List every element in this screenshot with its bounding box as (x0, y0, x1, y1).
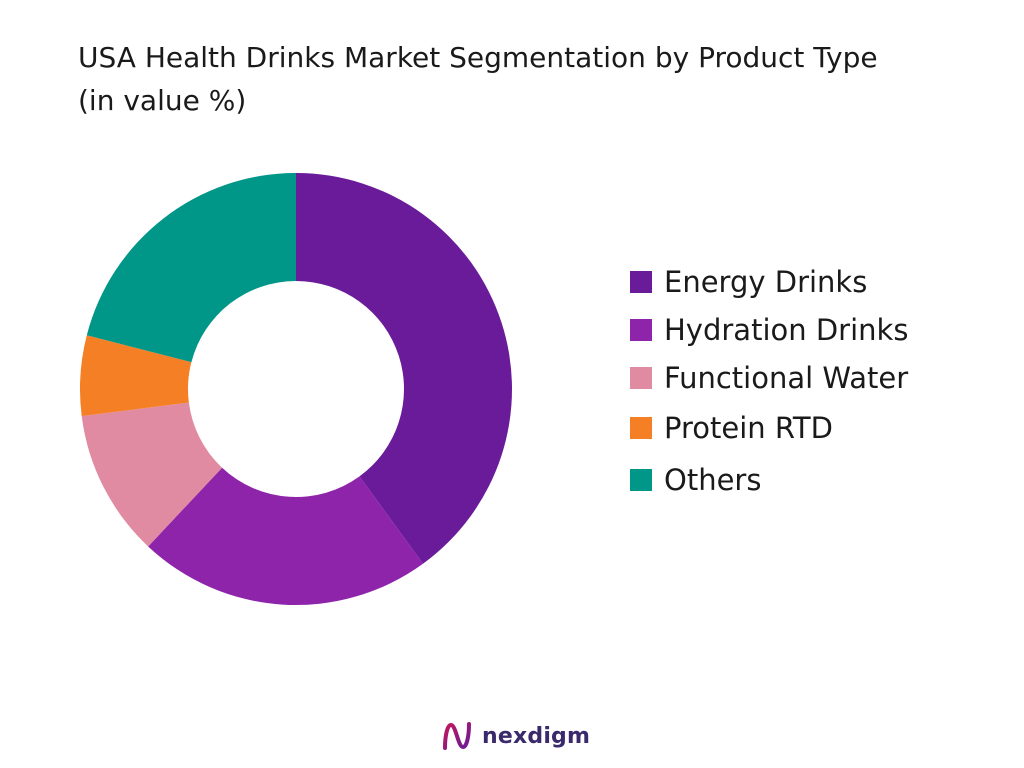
donut-slice-energy-drinks (296, 173, 512, 564)
legend-swatch (630, 367, 652, 389)
legend-item: Functional Water (630, 358, 908, 398)
legend-swatch (630, 417, 652, 439)
chart-title-line-1: USA Health Drinks Market Segmentation by… (78, 41, 878, 74)
chart-title: USA Health Drinks Market Segmentation by… (78, 36, 998, 122)
donut-slice-protein-rtd (80, 335, 192, 417)
legend-label: Others (664, 463, 762, 497)
legend-item: Hydration Drinks (630, 310, 908, 350)
donut-slice-hydration-drinks (148, 467, 423, 605)
legend-swatch (630, 319, 652, 341)
chart-title-line-2: (in value %) (78, 84, 247, 117)
donut-slice-functional-water (81, 402, 223, 547)
legend-item: Protein RTD (630, 408, 908, 448)
legend-label: Hydration Drinks (664, 313, 909, 347)
legend-label: Energy Drinks (664, 265, 868, 299)
legend-swatch (630, 271, 652, 293)
brand-logo: nexdigm (440, 716, 590, 756)
nexdigm-logo-icon (443, 722, 471, 750)
legend-label: Protein RTD (664, 411, 833, 445)
donut-slice-others (86, 173, 296, 363)
legend-item: Others (630, 460, 908, 500)
legend-label: Functional Water (664, 361, 909, 395)
brand-logo-text: nexdigm (482, 723, 591, 749)
legend-item: Energy Drinks (630, 262, 908, 302)
legend-swatch (630, 469, 652, 491)
chart-legend: Energy Drinks Hydration Drinks Functional … (630, 262, 908, 508)
